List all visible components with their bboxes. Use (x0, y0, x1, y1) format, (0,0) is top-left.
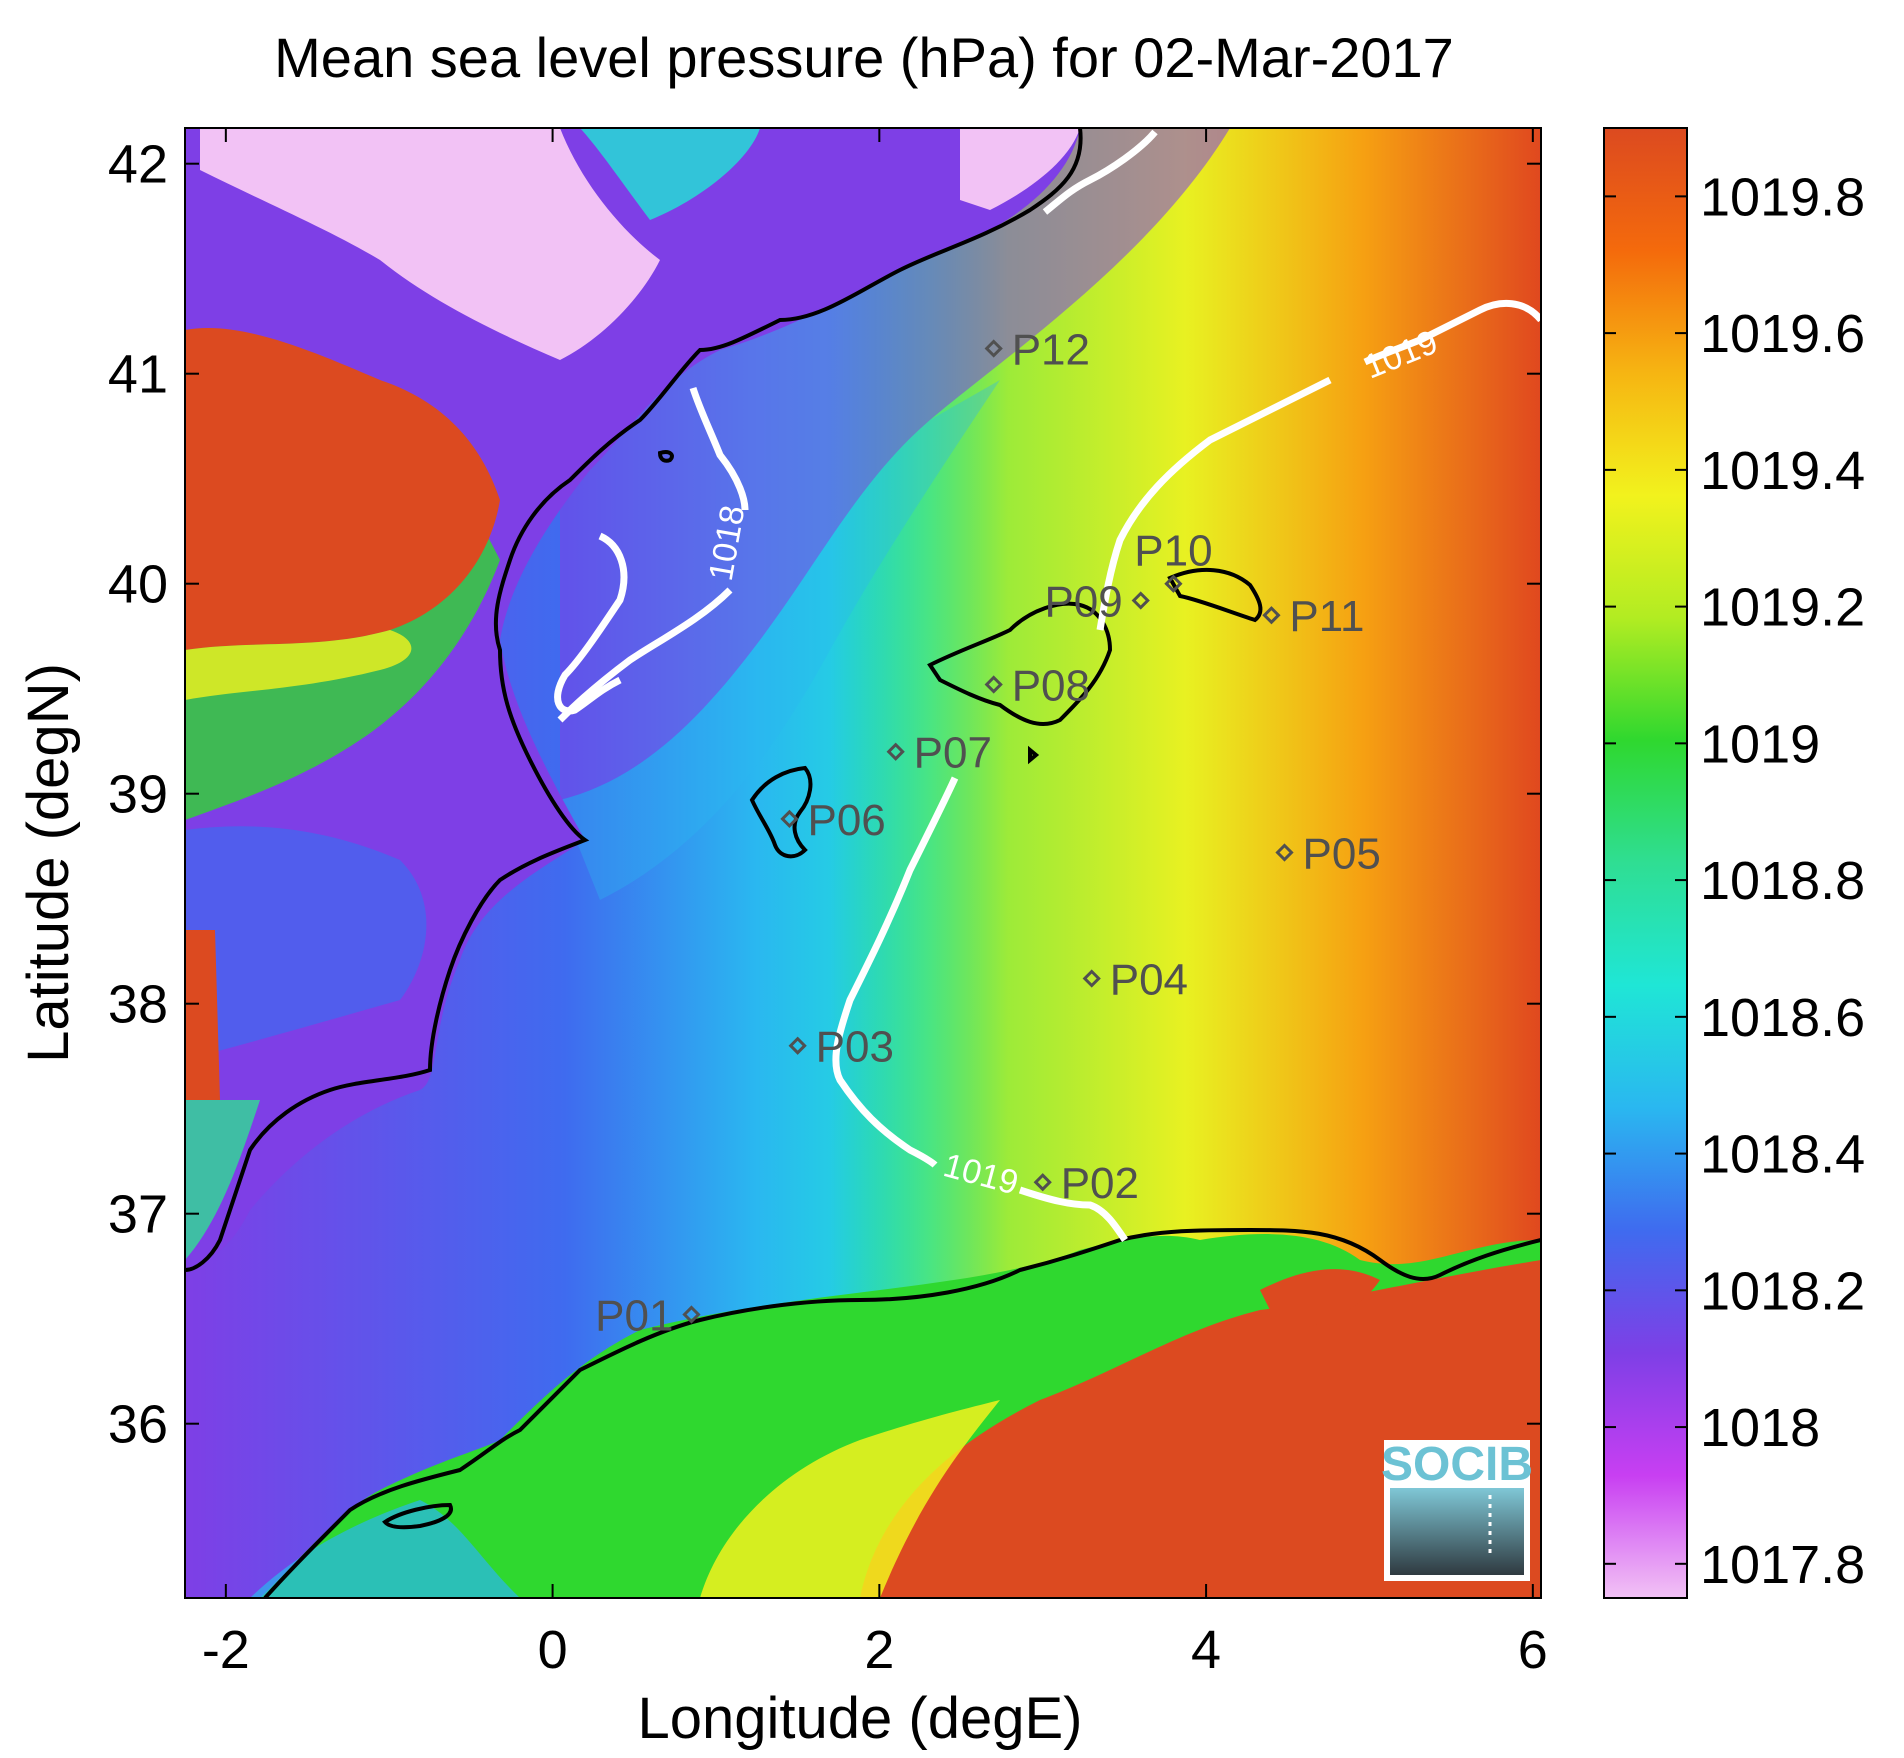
africa-land-teal (185, 1500, 520, 1598)
colorbar-tick-label: 1018 (1700, 1398, 1820, 1458)
station-label-p07: P07 (914, 729, 992, 778)
spain-land-pink-2 (960, 128, 1080, 210)
contour-1018-northeast (1042, 129, 1158, 215)
colorbar-tick-label: 1018.4 (1700, 1125, 1865, 1185)
socib-logo-wave (1390, 1488, 1524, 1575)
contour-1018-loop (554, 532, 628, 715)
colorbar-tick-label: 1019.4 (1700, 441, 1865, 501)
africa-land-yellow (700, 1400, 1000, 1598)
contour-1018-west (689, 386, 749, 511)
contour-1019-south-end (1018, 1186, 1128, 1242)
spain-land-green-south (185, 1100, 260, 1260)
spain-island-coastline (657, 450, 674, 463)
station-marker-p12 (984, 339, 1003, 358)
colorbar-tick-label: 1018.2 (1700, 1261, 1865, 1321)
africa-land-red (860, 1260, 1541, 1598)
pressure-contours (554, 129, 1541, 1242)
station-label-p08: P08 (1012, 662, 1090, 711)
y-tick-label: 40 (108, 555, 168, 615)
y-tick-label: 39 (108, 765, 168, 825)
iberia-coastline (185, 128, 1083, 1272)
station-marker-p03 (788, 1036, 807, 1055)
colorbar-fill (1604, 128, 1687, 1598)
station-marker-p04 (1082, 969, 1101, 988)
y-axis-label: Latitude (degN) (16, 663, 81, 1063)
socib-logo-text: SOCIB (1381, 1438, 1533, 1491)
y-tick-label: 41 (108, 345, 168, 405)
mallorca-coastline (927, 601, 1113, 726)
station-label-p05: P05 (1303, 830, 1381, 879)
station-label-p12: P12 (1012, 326, 1090, 375)
cabrera-coastline (1028, 745, 1040, 765)
y-tick-label: 37 (108, 1185, 168, 1245)
station-marker-p09 (1131, 591, 1150, 610)
ibiza-coastline (749, 765, 813, 859)
plot-title: Mean sea level pressure (hPa) for 02-Mar… (274, 26, 1454, 89)
x-tick-label: 0 (538, 1620, 568, 1680)
north-africa-coastline (263, 1228, 1541, 1598)
pressure-field (185, 128, 1541, 1598)
station-label-p06: P06 (807, 796, 885, 845)
x-tick-label: 2 (864, 1620, 894, 1680)
contour-1019-mid (1096, 376, 1332, 631)
station-marker-p06 (780, 809, 799, 829)
station-label-p10: P10 (1134, 527, 1212, 576)
colorbar-tick-label: 1019 (1700, 714, 1820, 774)
contour-1019-main (1363, 299, 1541, 366)
spain-land-yellow-edge (185, 630, 412, 700)
station-label-p01: P01 (595, 1292, 673, 1341)
sea-cyan-band (560, 380, 1000, 900)
x-axis: -2 0 2 4 6 (202, 128, 1548, 1680)
colorbar-tick-label: 1019.2 (1700, 578, 1865, 638)
coastlines (185, 128, 1541, 1598)
station-marker-p07 (886, 742, 905, 761)
colorbar-frame (1603, 127, 1688, 1599)
y-tick-label: 42 (108, 135, 168, 195)
station-label-p09: P09 (1044, 578, 1122, 627)
colorbar-tick-label: 1017.8 (1700, 1535, 1865, 1595)
y-tick-label: 38 (108, 975, 168, 1035)
colorbar-tick-label: 1018.8 (1700, 851, 1865, 911)
station-marker-p01 (682, 1305, 701, 1324)
station-marker-p10 (1164, 574, 1183, 593)
station-label-p03: P03 (816, 1023, 894, 1072)
spain-land-teal (580, 128, 760, 220)
station-marker-p05 (1275, 843, 1294, 862)
station-marker-p11 (1262, 606, 1281, 625)
x-axis-label: Longitude (degE) (638, 1686, 1083, 1751)
station-label-p04: P04 (1110, 956, 1188, 1005)
colorbar-tick-label: 1019.8 (1700, 167, 1865, 227)
x-tick-label: 4 (1191, 1620, 1221, 1680)
colorbar-tick-label: 1018.6 (1700, 988, 1865, 1048)
menorca-coastline (1167, 567, 1263, 623)
colorbar-ticks: 1017.8 1018 1018.2 1018.4 1018.6 1018.8 1019 10… (1604, 167, 1865, 1595)
colorbar-tick-label: 1019.6 (1700, 304, 1865, 364)
spain-land-south-teal (185, 826, 427, 1060)
station-label-p11: P11 (1289, 592, 1364, 641)
spain-land-red (185, 328, 500, 650)
africa-land-red-east (1260, 1269, 1380, 1330)
x-tick-label: -2 (202, 1620, 250, 1680)
x-tick-label: 6 (1518, 1620, 1548, 1680)
station-label-p02: P02 (1061, 1159, 1139, 1208)
y-tick-label: 36 (108, 1395, 168, 1455)
y-axis: 36 37 38 39 40 41 42 (108, 135, 1541, 1455)
station-marker-p08 (984, 675, 1003, 694)
socib-logo: SOCIB (1381, 1438, 1533, 1581)
spain-land-pink (200, 128, 660, 360)
station-marker-p02 (1033, 1173, 1052, 1192)
spain-land-red-south (185, 930, 220, 1100)
contour-1019-south (832, 776, 959, 1168)
alboran-coastline (382, 1502, 453, 1530)
plot-frame (184, 127, 1542, 1599)
